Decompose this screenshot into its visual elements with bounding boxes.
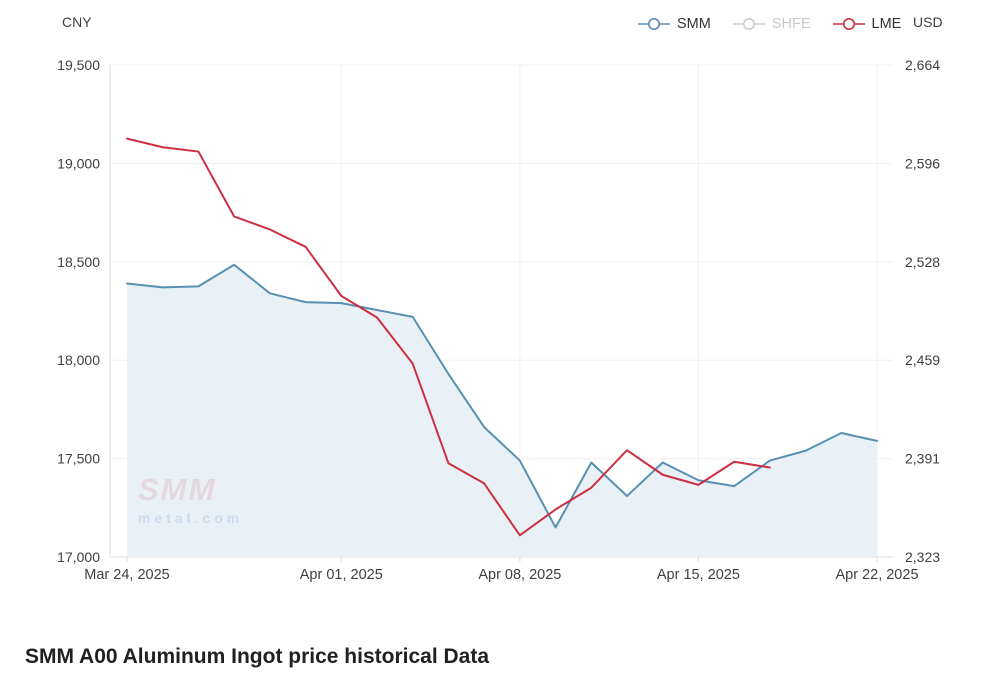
x-axis-tick-label: Apr 01, 2025 xyxy=(300,567,383,583)
y-axis-tick-label-right: 2,528 xyxy=(905,254,940,270)
left-axis-unit-label: CNY xyxy=(62,14,92,30)
y-axis-tick-label-left: 17,500 xyxy=(57,451,100,467)
y-axis-tick-label-right: 2,323 xyxy=(905,549,940,565)
x-axis-tick-label: Apr 08, 2025 xyxy=(478,567,561,583)
legend-item-smm[interactable]: SMM xyxy=(638,16,711,32)
right-axis-unit-label: USD xyxy=(913,14,943,30)
smm-area xyxy=(127,264,877,557)
y-axis-tick-label-left: 18,500 xyxy=(57,254,100,270)
y-axis-tick-label-right: 2,459 xyxy=(905,352,940,368)
legend-item-lme[interactable]: LME xyxy=(832,16,902,32)
legend-label-lme: LME xyxy=(871,16,902,32)
legend-item-shfe[interactable]: SHFE xyxy=(732,16,811,32)
x-axis-tick-label: Apr 22, 2025 xyxy=(835,567,918,583)
legend-label-smm: SMM xyxy=(677,16,711,32)
y-axis-tick-label-right: 2,391 xyxy=(905,451,940,467)
smm-line[interactable] xyxy=(126,263,878,529)
y-axis-tick-label-left: 18,000 xyxy=(57,352,100,368)
x-axis-tick-label: Apr 15, 2025 xyxy=(657,567,740,583)
shfe-legend-marker-icon xyxy=(732,17,765,31)
smm-legend-marker-icon xyxy=(638,17,670,31)
y-axis-tick-label-right: 2,596 xyxy=(905,155,940,171)
y-axis-tick-label-left: 19,000 xyxy=(57,155,100,171)
chart-canvas[interactable]: 19,500 2,664 19,000 2,596 18,500 2,528 18,000 2… xyxy=(0,0,1007,620)
lme-line[interactable] xyxy=(126,137,771,537)
y-axis-tick-label-right: 2,664 xyxy=(905,57,940,73)
page-title: SMM A00 Aluminum Ingot price historical … xyxy=(25,645,490,668)
lme-legend-marker-icon xyxy=(832,17,865,31)
y-axis-tick-label-left: 19,500 xyxy=(57,57,100,73)
x-axis-tick-label: Mar 24, 2025 xyxy=(84,567,169,583)
y-axis-tick-label-left: 17,000 xyxy=(57,549,100,565)
legend-label-shfe: SHFE xyxy=(771,16,811,32)
legend: SMM SHFE LME xyxy=(638,16,901,32)
